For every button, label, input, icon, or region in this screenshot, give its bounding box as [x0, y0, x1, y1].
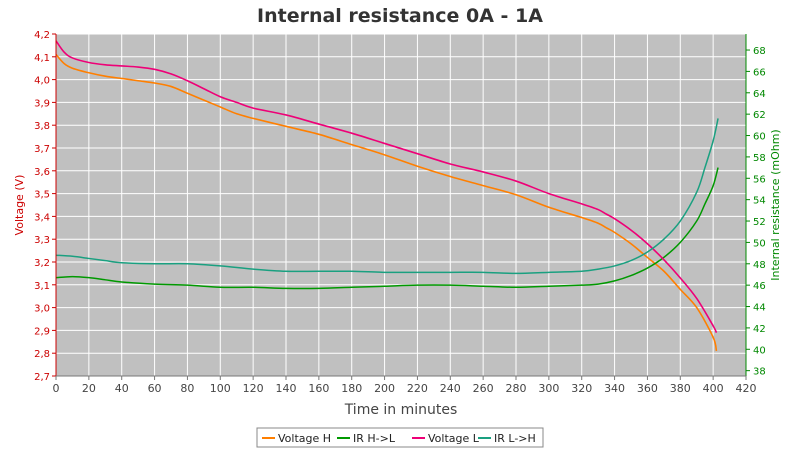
x-tick-label: 260 [473, 382, 494, 395]
left-tick-label: 3,1 [34, 281, 50, 292]
legend-label-3: IR L->H [494, 432, 536, 445]
x-tick-label: 240 [440, 382, 461, 395]
plot-area [56, 34, 746, 376]
right-tick-label: 42 [753, 324, 766, 335]
x-tick-label: 400 [703, 382, 724, 395]
x-axis-ticks: 0 20 40 60 80 100 120 140 160 180 200 220 240 260 280 3… [53, 376, 757, 395]
x-tick-label: 0 [53, 382, 60, 395]
x-tick-label: 60 [148, 382, 162, 395]
right-tick-label: 54 [753, 196, 766, 207]
left-tick-label: 3,6 [34, 167, 50, 178]
right-tick-label: 44 [753, 303, 766, 314]
x-tick-label: 100 [210, 382, 231, 395]
right-tick-label: 66 [753, 67, 766, 78]
left-tick-label: 3,8 [34, 121, 50, 132]
x-tick-label: 40 [115, 382, 129, 395]
right-tick-label: 60 [753, 132, 766, 143]
x-tick-label: 20 [82, 382, 96, 395]
left-tick-label: 3,5 [34, 190, 50, 201]
legend-label-2: Voltage L [428, 432, 480, 445]
x-tick-label: 360 [637, 382, 658, 395]
left-tick-label: 2,9 [34, 326, 50, 337]
right-tick-label: 64 [753, 89, 766, 100]
left-tick-label: 3,2 [34, 258, 50, 269]
left-tick-label: 2,8 [34, 349, 50, 360]
right-tick-label: 50 [753, 238, 766, 249]
right-tick-label: 46 [753, 281, 766, 292]
series-line-1 [55, 167, 719, 290]
x-tick-label: 120 [243, 382, 264, 395]
right-axis-ticks: 38 40 42 44 46 48 50 52 54 56 58 60 62 64 66 68 [746, 46, 766, 378]
series-line-0 [55, 53, 718, 352]
right-tick-label: 62 [753, 110, 766, 121]
right-tick-label: 58 [753, 153, 766, 164]
left-tick-label: 3,7 [34, 144, 50, 155]
x-tick-label: 200 [374, 382, 395, 395]
x-tick-label: 420 [736, 382, 757, 395]
right-tick-label: 48 [753, 260, 766, 271]
left-tick-label: 4,1 [34, 53, 50, 64]
legend-label-1: IR H->L [353, 432, 396, 445]
x-tick-label: 160 [308, 382, 329, 395]
x-tick-label: 80 [180, 382, 194, 395]
legend-box [256, 427, 544, 448]
series-layer [55, 40, 719, 352]
series-line-3 [55, 118, 719, 275]
axes [55, 34, 747, 377]
chart-title: Internal resistance 0A - 1A [257, 5, 543, 27]
x-tick-label: 380 [670, 382, 691, 395]
x-tick-label: 180 [341, 382, 362, 395]
x-tick-label: 140 [276, 382, 297, 395]
left-axis-title: Voltage (V) [13, 175, 26, 236]
left-tick-label: 4,2 [34, 30, 50, 41]
right-tick-label: 52 [753, 217, 766, 228]
legend-label-0: Voltage H [278, 432, 331, 445]
left-tick-label: 2,7 [34, 372, 50, 383]
x-tick-label: 220 [407, 382, 428, 395]
right-axis-title: Internal resistance (mOhm) [769, 129, 782, 280]
left-tick-label: 3,4 [34, 212, 50, 223]
left-tick-label: 3,0 [34, 304, 50, 315]
right-tick-label: 68 [753, 46, 766, 57]
left-tick-label: 4,0 [34, 76, 50, 87]
x-tick-label: 280 [506, 382, 527, 395]
x-tick-label: 300 [538, 382, 559, 395]
x-tick-label: 320 [571, 382, 592, 395]
right-tick-label: 38 [753, 367, 766, 378]
left-tick-label: 3,3 [34, 235, 50, 246]
x-axis-title: Time in minutes [344, 402, 458, 418]
left-axis-ticks: 2,7 2,8 2,9 3,0 3,1 3,2 3,3 3,4 3,5 3,6 3,7 3,8 3,9 4… [34, 30, 56, 383]
x-tick-label: 340 [604, 382, 625, 395]
right-tick-label: 40 [753, 345, 766, 356]
series-line-2 [55, 40, 718, 334]
legend: Voltage H IR H->L Voltage L IR L->H [256, 427, 544, 448]
left-tick-label: 3,9 [34, 98, 50, 109]
right-tick-label: 56 [753, 174, 766, 185]
